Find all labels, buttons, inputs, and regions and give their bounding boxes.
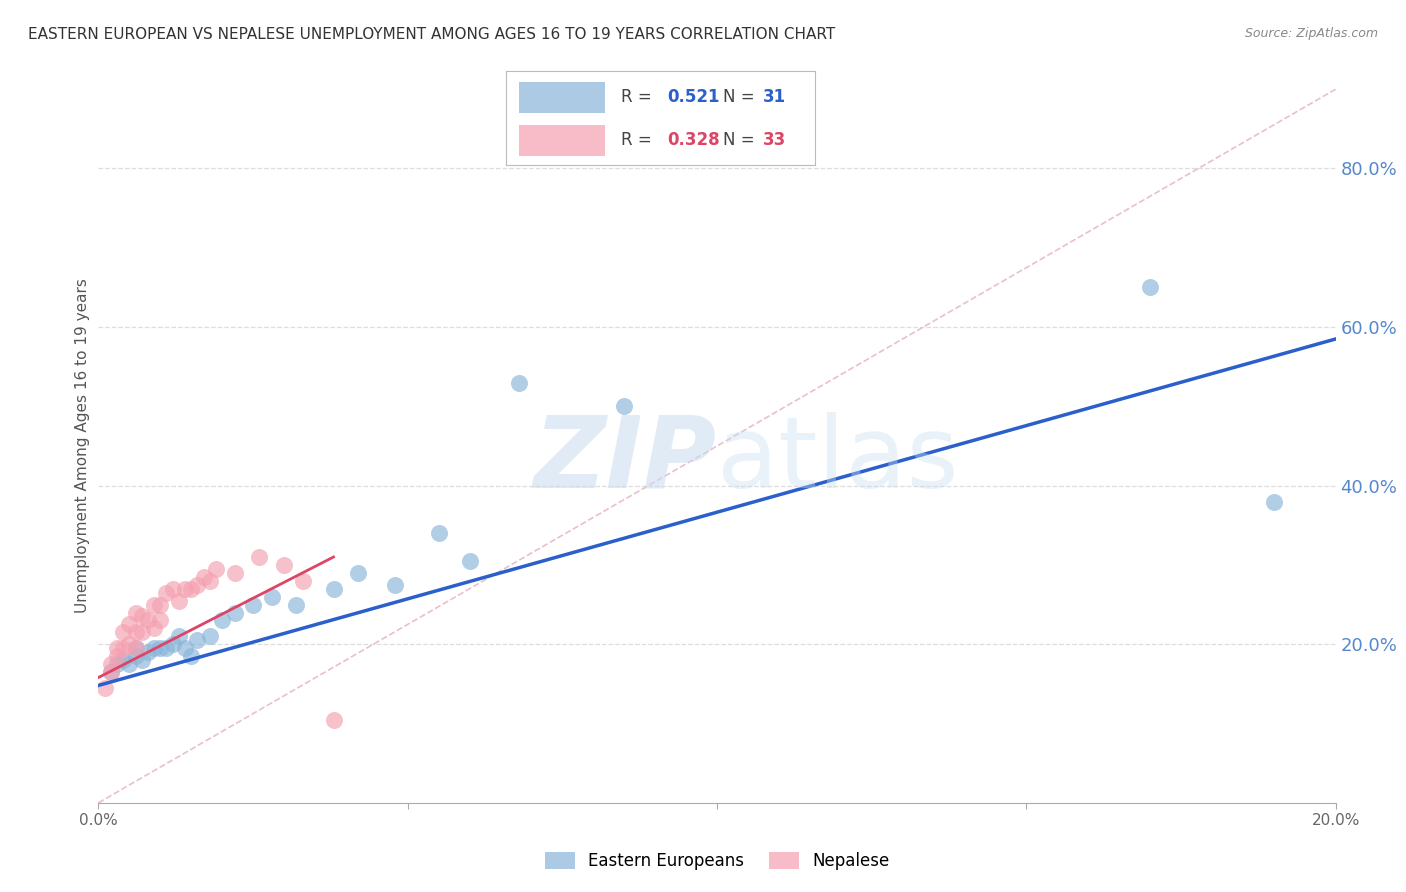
Eastern Europeans xyxy=(136,645,159,659)
Nepalese xyxy=(136,614,159,628)
Eastern Europeans xyxy=(322,582,344,596)
Eastern Europeans xyxy=(260,590,283,604)
Text: N =: N = xyxy=(723,88,759,106)
Bar xyxy=(519,125,605,156)
Text: Source: ZipAtlas.com: Source: ZipAtlas.com xyxy=(1244,27,1378,40)
Eastern Europeans xyxy=(155,641,177,656)
Bar xyxy=(519,82,605,112)
Eastern Europeans xyxy=(508,376,530,390)
Text: R =: R = xyxy=(620,131,657,149)
Nepalese xyxy=(131,609,153,624)
Text: 0.328: 0.328 xyxy=(666,131,720,149)
Eastern Europeans xyxy=(384,578,406,592)
Nepalese xyxy=(105,641,128,656)
Text: EASTERN EUROPEAN VS NEPALESE UNEMPLOYMENT AMONG AGES 16 TO 19 YEARS CORRELATION : EASTERN EUROPEAN VS NEPALESE UNEMPLOYMEN… xyxy=(28,27,835,42)
Text: atlas: atlas xyxy=(717,412,959,508)
Y-axis label: Unemployment Among Ages 16 to 19 years: Unemployment Among Ages 16 to 19 years xyxy=(75,278,90,614)
Nepalese xyxy=(112,641,135,656)
Text: R =: R = xyxy=(620,88,657,106)
Text: 0.521: 0.521 xyxy=(666,88,720,106)
Nepalese xyxy=(198,574,221,588)
Eastern Europeans xyxy=(198,629,221,643)
Nepalese xyxy=(193,570,215,584)
Nepalese xyxy=(149,598,172,612)
Nepalese xyxy=(112,625,135,640)
Nepalese xyxy=(291,574,314,588)
Nepalese xyxy=(105,649,128,664)
Nepalese xyxy=(124,641,146,656)
Nepalese xyxy=(118,617,141,632)
Nepalese xyxy=(143,598,166,612)
Nepalese xyxy=(131,625,153,640)
Legend: Eastern Europeans, Nepalese: Eastern Europeans, Nepalese xyxy=(538,845,896,877)
Nepalese xyxy=(124,625,146,640)
Nepalese xyxy=(273,558,295,572)
Eastern Europeans xyxy=(118,657,141,671)
Eastern Europeans xyxy=(174,641,197,656)
Nepalese xyxy=(322,713,344,727)
Eastern Europeans xyxy=(458,554,481,568)
Nepalese xyxy=(100,665,122,679)
Eastern Europeans xyxy=(1263,494,1285,508)
Eastern Europeans xyxy=(224,606,246,620)
Nepalese xyxy=(186,578,208,592)
Eastern Europeans xyxy=(613,400,636,414)
Eastern Europeans xyxy=(211,614,233,628)
Eastern Europeans xyxy=(112,653,135,667)
Eastern Europeans xyxy=(285,598,308,612)
Nepalese xyxy=(205,562,228,576)
Eastern Europeans xyxy=(149,641,172,656)
Eastern Europeans xyxy=(427,526,450,541)
Nepalese xyxy=(100,657,122,671)
Text: N =: N = xyxy=(723,131,759,149)
Nepalese xyxy=(143,621,166,635)
Eastern Europeans xyxy=(167,629,190,643)
Eastern Europeans xyxy=(143,641,166,656)
Nepalese xyxy=(149,614,172,628)
Nepalese xyxy=(124,606,146,620)
Eastern Europeans xyxy=(131,653,153,667)
Nepalese xyxy=(118,637,141,651)
Eastern Europeans xyxy=(124,641,146,656)
Eastern Europeans xyxy=(124,649,146,664)
Eastern Europeans xyxy=(100,665,122,679)
Nepalese xyxy=(155,585,177,599)
Eastern Europeans xyxy=(1139,280,1161,294)
Nepalese xyxy=(167,593,190,607)
Nepalese xyxy=(247,549,270,564)
Eastern Europeans xyxy=(162,637,184,651)
Nepalese xyxy=(180,582,202,596)
Eastern Europeans xyxy=(186,633,208,648)
Nepalese xyxy=(174,582,197,596)
Eastern Europeans xyxy=(347,566,370,580)
Text: 33: 33 xyxy=(763,131,786,149)
Text: ZIP: ZIP xyxy=(534,412,717,508)
Eastern Europeans xyxy=(180,649,202,664)
Nepalese xyxy=(162,582,184,596)
Nepalese xyxy=(224,566,246,580)
Nepalese xyxy=(93,681,115,695)
Eastern Europeans xyxy=(242,598,264,612)
Eastern Europeans xyxy=(105,657,128,671)
Text: 31: 31 xyxy=(763,88,786,106)
